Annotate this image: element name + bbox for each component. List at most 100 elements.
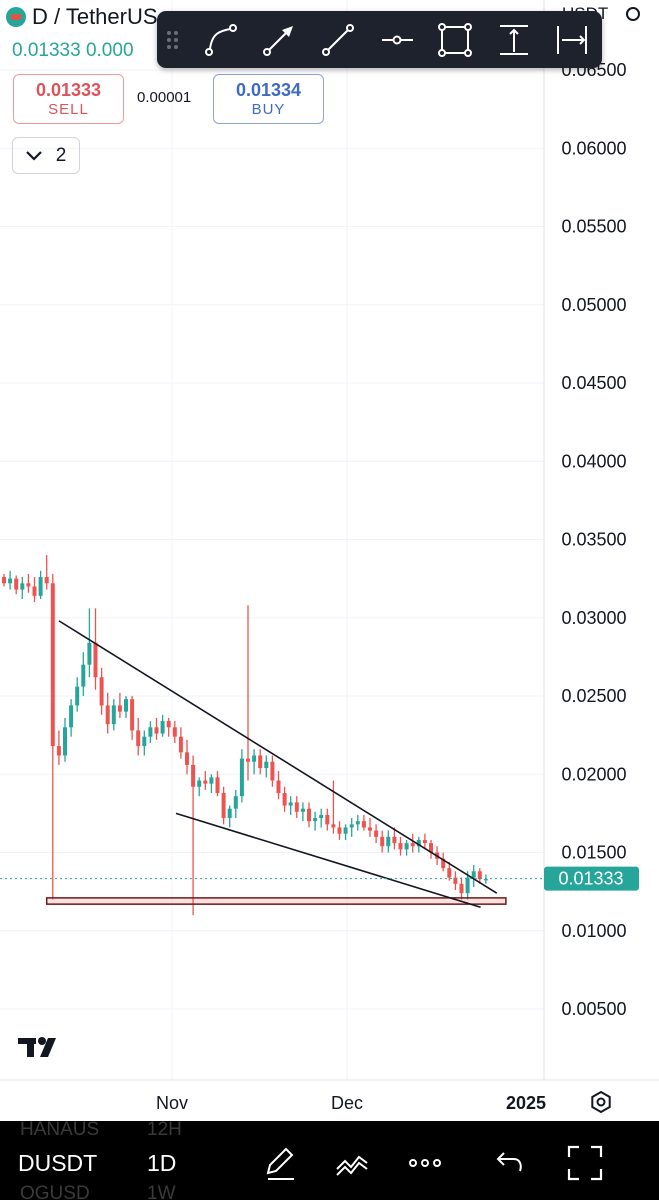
sell-price: 0.01333 bbox=[35, 80, 102, 100]
candle-body bbox=[465, 877, 470, 894]
candle-body bbox=[398, 843, 403, 850]
upper-trendline[interactable] bbox=[58, 620, 498, 894]
horizontal-ray-icon[interactable] bbox=[378, 21, 416, 59]
candle-body bbox=[111, 705, 116, 725]
candles-group bbox=[2, 555, 488, 916]
candle-body bbox=[239, 758, 244, 797]
draw-pen-icon[interactable] bbox=[260, 1143, 300, 1183]
drawings-group[interactable] bbox=[0, 620, 544, 909]
buy-button[interactable]: 0.01334 BUY bbox=[213, 74, 324, 124]
candle-body bbox=[136, 730, 141, 747]
sell-button[interactable]: 0.01333 SELL bbox=[13, 74, 124, 124]
drag-handle-icon[interactable] bbox=[163, 21, 183, 59]
candle-body bbox=[477, 871, 482, 880]
price-range-icon[interactable] bbox=[495, 21, 533, 59]
x-tick-label: 2025 bbox=[506, 1093, 546, 1113]
candle-body bbox=[124, 699, 128, 712]
candle-body bbox=[307, 808, 311, 822]
tradingview-logo bbox=[18, 1037, 56, 1057]
candle-body bbox=[361, 821, 366, 828]
candle-body bbox=[148, 727, 153, 737]
candle-body bbox=[203, 780, 208, 784]
y-tick-label: 0.02500 bbox=[561, 686, 626, 706]
date-range-icon[interactable] bbox=[553, 21, 591, 59]
buy-label: BUY bbox=[251, 101, 286, 118]
candle-body bbox=[215, 777, 220, 794]
undo-icon[interactable] bbox=[490, 1143, 530, 1183]
candle-body bbox=[331, 824, 336, 828]
y-tick-label: 0.00500 bbox=[561, 999, 626, 1019]
candle-body bbox=[447, 868, 452, 878]
candle-body bbox=[471, 871, 476, 878]
interval-selector[interactable]: 1D bbox=[147, 1150, 177, 1176]
candle-body bbox=[374, 830, 379, 837]
candle-body bbox=[87, 642, 92, 665]
candle-body bbox=[294, 802, 299, 812]
path-icon[interactable] bbox=[202, 21, 240, 59]
bottom-toolbar[interactable]: HANAUS 12H OGUSD 1W bbox=[0, 1121, 659, 1200]
spread-value: 0.00001 bbox=[137, 89, 192, 106]
ghost-interval-below: 1W bbox=[147, 1183, 176, 1200]
candle-body bbox=[197, 780, 202, 787]
candle-body bbox=[422, 839, 427, 844]
candle-body bbox=[63, 727, 67, 756]
candle-body bbox=[32, 586, 37, 596]
fullscreen-icon[interactable] bbox=[565, 1143, 605, 1183]
collapse-indicators-button[interactable]: 2 bbox=[12, 137, 80, 174]
settings-icon[interactable] bbox=[626, 7, 640, 21]
y-tick-label: 0.01500 bbox=[561, 843, 626, 863]
candle-body bbox=[44, 577, 49, 584]
indicators-icon[interactable] bbox=[333, 1143, 373, 1183]
time-scale[interactable]: Nov Dec 2025 bbox=[156, 1093, 546, 1113]
symbol-title: D / TetherUS bbox=[32, 4, 158, 29]
trend-line-icon[interactable] bbox=[319, 21, 357, 59]
candle-body bbox=[75, 686, 80, 706]
candle-body bbox=[20, 583, 25, 590]
candle-body bbox=[105, 705, 110, 725]
x-tick-label: Dec bbox=[331, 1093, 363, 1113]
rectangle-icon[interactable] bbox=[436, 21, 474, 59]
candle-body bbox=[300, 808, 305, 812]
y-tick-label: 0.01000 bbox=[561, 921, 626, 941]
arrow-line-icon[interactable] bbox=[260, 21, 298, 59]
candle-body bbox=[325, 814, 330, 825]
candle-body bbox=[258, 755, 263, 768]
lower-trendline[interactable] bbox=[175, 812, 481, 909]
candle-body bbox=[252, 755, 257, 762]
candle-body bbox=[81, 664, 86, 687]
buy-price: 0.01334 bbox=[235, 80, 302, 100]
candle-body bbox=[270, 761, 275, 781]
support-zone-rectangle[interactable] bbox=[45, 897, 507, 905]
candle-body bbox=[209, 777, 214, 784]
candle-body bbox=[172, 727, 177, 737]
candle-body bbox=[191, 764, 196, 787]
candle-body bbox=[160, 721, 165, 734]
candle-body bbox=[99, 677, 104, 706]
current-price-label: 0.01333 bbox=[558, 869, 623, 889]
candle-body bbox=[142, 736, 147, 747]
x-tick-label: Nov bbox=[156, 1093, 188, 1113]
candle-body bbox=[337, 827, 342, 834]
drawing-toolbar[interactable] bbox=[157, 11, 602, 68]
candle-body bbox=[410, 843, 415, 847]
symbol-header[interactable]: D / TetherUS bbox=[6, 2, 158, 32]
candle-body bbox=[453, 877, 458, 884]
indicator-count: 2 bbox=[55, 144, 67, 166]
y-tick-label: 0.05000 bbox=[561, 295, 626, 315]
more-icon[interactable] bbox=[405, 1143, 445, 1183]
candle-body bbox=[313, 818, 318, 822]
ghost-symbol-above: HANAUS bbox=[20, 1121, 100, 1140]
y-tick-label: 0.03000 bbox=[561, 608, 626, 628]
settings-gear-icon[interactable] bbox=[591, 1090, 611, 1114]
symbol-selector[interactable]: DUSDT bbox=[18, 1150, 98, 1176]
candle-body bbox=[429, 843, 433, 853]
candle-body bbox=[416, 839, 421, 847]
candle-body bbox=[117, 705, 122, 712]
y-tick-label: 0.03500 bbox=[561, 530, 626, 550]
candle-body bbox=[355, 821, 360, 825]
candle-body bbox=[343, 827, 348, 834]
y-tick-label: 0.06000 bbox=[561, 138, 626, 158]
candle-body bbox=[282, 793, 287, 806]
candle-body bbox=[288, 802, 293, 806]
